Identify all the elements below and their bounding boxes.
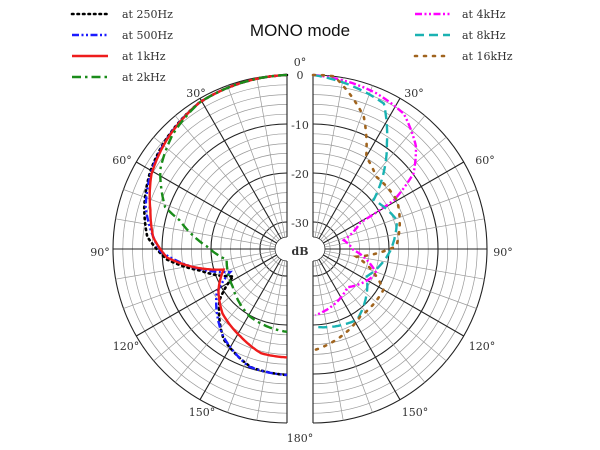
grid-spoke-right bbox=[316, 85, 373, 238]
angle-label-60-right: 60° bbox=[475, 154, 495, 167]
grid-spoke-right bbox=[323, 254, 464, 337]
series-curve-at-500hz bbox=[144, 73, 288, 377]
grid-spoke-right bbox=[314, 260, 344, 421]
grid-spoke-left bbox=[123, 252, 276, 309]
angle-label-30-left: 30° bbox=[186, 87, 206, 100]
chart-title: MONO mode bbox=[250, 21, 350, 40]
legend-label-250hz: at 250Hz bbox=[122, 8, 173, 21]
grid-spoke-left bbox=[199, 259, 282, 400]
angle-label-120-left: 120° bbox=[113, 340, 140, 353]
angle-label-90-right: 90° bbox=[493, 246, 513, 259]
angle-label-150-left: 150° bbox=[189, 406, 216, 419]
grid-spoke-right bbox=[318, 259, 401, 400]
legend-label-16khz: at 16kHz bbox=[462, 50, 513, 63]
grid-spoke-right bbox=[318, 98, 401, 239]
legend: at 250Hz at 500Hz at 1kHz at 2kHz at 4kH… bbox=[70, 8, 513, 84]
grid-spoke-right bbox=[323, 161, 464, 244]
grid-spoke-right bbox=[314, 77, 344, 238]
series-curve-at-1khz bbox=[148, 73, 288, 359]
grid-spoke-left bbox=[227, 85, 284, 238]
legend-label-2khz: at 2kHz bbox=[122, 71, 166, 84]
angle-label-120-right: 120° bbox=[469, 340, 496, 353]
angle-label-90-left: 90° bbox=[90, 246, 110, 259]
angle-label-60-left: 60° bbox=[112, 154, 132, 167]
grid-spoke-left bbox=[199, 98, 282, 239]
grid-spoke-right bbox=[324, 218, 485, 248]
grid-spoke-left bbox=[115, 218, 276, 248]
legend-label-500hz: at 500Hz bbox=[122, 29, 173, 42]
grid-spoke-right bbox=[324, 252, 477, 309]
grid-spoke-left bbox=[153, 136, 279, 242]
grid-spoke-right bbox=[321, 256, 447, 362]
series-curve-at-2khz bbox=[159, 73, 288, 334]
grid-spoke-right bbox=[320, 115, 426, 241]
series-curve-at-16khz bbox=[311, 73, 401, 352]
grid-spoke-right bbox=[324, 250, 485, 280]
polar-grid bbox=[112, 74, 488, 424]
angle-label-30-right: 30° bbox=[404, 87, 424, 100]
db-label-30: -30 bbox=[291, 217, 309, 230]
db-label-0: 0 bbox=[297, 69, 304, 82]
grid-spoke-left bbox=[227, 260, 284, 413]
angle-label-150-right: 150° bbox=[402, 406, 429, 419]
grid-spoke-left bbox=[136, 254, 277, 337]
grid-spoke-left bbox=[174, 115, 280, 241]
db-unit-label: dB bbox=[292, 245, 309, 258]
db-label-10: -10 bbox=[291, 119, 309, 132]
grid-spoke-right bbox=[321, 136, 447, 242]
legend-label-1khz: at 1kHz bbox=[122, 50, 166, 63]
series-curve-at-250hz bbox=[142, 73, 289, 377]
grid-spoke-left bbox=[256, 77, 286, 238]
polar-curves bbox=[142, 73, 418, 377]
grid-spoke-right bbox=[316, 260, 373, 413]
angle-label-0: 0° bbox=[294, 56, 307, 69]
grid-spoke-right bbox=[320, 257, 426, 383]
grid-spoke-left bbox=[115, 250, 276, 280]
series-curve-at-4khz bbox=[312, 73, 418, 317]
legend-label-8khz: at 8kHz bbox=[462, 29, 506, 42]
db-label-20: -20 bbox=[291, 168, 309, 181]
grid-spoke-left bbox=[256, 260, 286, 421]
angle-label-180: 180° bbox=[287, 432, 314, 445]
legend-label-4khz: at 4kHz bbox=[462, 8, 506, 21]
